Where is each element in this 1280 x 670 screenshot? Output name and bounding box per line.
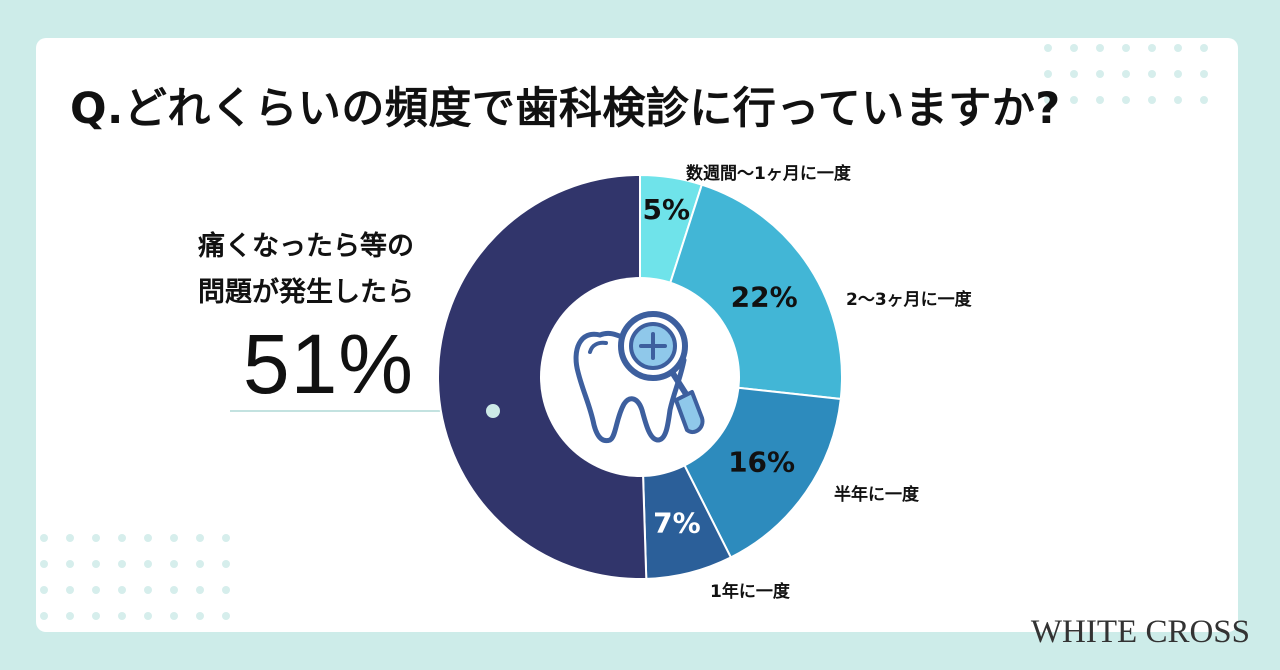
decorative-dot-grid-top-right — [1040, 40, 1230, 110]
callout-leader-dot — [486, 404, 500, 418]
slice-value-label: 16% — [728, 445, 795, 478]
decorative-dot-grid-bottom-left — [36, 530, 256, 630]
callout-value: 51% — [242, 317, 414, 411]
slice-category-label: 2〜3ヶ月に一度 — [846, 289, 973, 310]
slice-category-label: 半年に一度 — [834, 484, 920, 505]
page-title: Q.どれくらいの頻度で歯科検診に行っていますか? — [70, 84, 1061, 134]
largest-slice-callout: 痛くなったら等の 問題が発生したら 51% — [198, 224, 414, 412]
slice-value-label: 5% — [643, 193, 691, 226]
slice-value-label: 22% — [731, 280, 798, 313]
callout-label-line2: 問題が発生したら — [198, 277, 414, 308]
tooth-magnifier-icon — [573, 311, 705, 444]
callout-label-line1: 痛くなったら等の — [198, 231, 414, 262]
callout-leader-line — [230, 410, 494, 412]
slice-category-label: 数週間〜1ヶ月に一度 — [686, 163, 852, 184]
slice-category-label: 1年に一度 — [710, 581, 791, 602]
brand-logo: WHITE CROSS — [1030, 614, 1250, 650]
slice-value-label: 7% — [653, 506, 701, 539]
